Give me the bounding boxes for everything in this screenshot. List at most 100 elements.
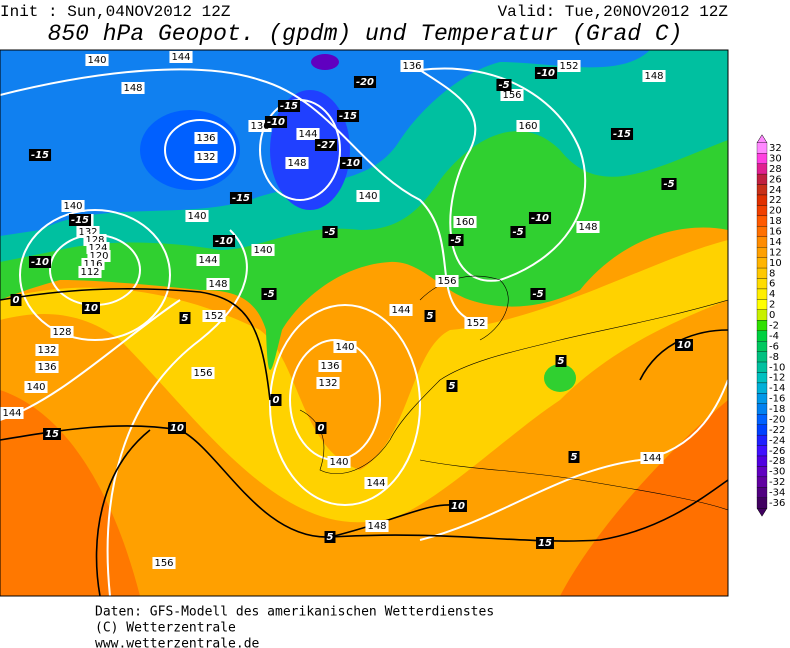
temperature-label-box: [536, 537, 554, 549]
temperature-label-box: [530, 288, 546, 300]
geopotential-label-box: [365, 520, 389, 532]
geopotential-label-group: 136: [194, 132, 218, 144]
colorbar-label: -16: [769, 394, 785, 405]
geopotential-label: 144: [642, 453, 661, 464]
temperature-label-group: -15: [28, 149, 52, 161]
colorbar-label: -6: [769, 341, 779, 352]
geopotential-label-group: 156: [435, 275, 459, 287]
geopotential-label-group: 148: [365, 520, 389, 532]
colorbar-label: -30: [769, 467, 785, 478]
temperature-label: -10: [215, 236, 233, 247]
geopotential-label-group: 128: [50, 326, 74, 338]
colorbar-label: 18: [769, 216, 782, 227]
colorbar-label: 28: [769, 164, 782, 175]
geopotential-label-group: 132: [316, 377, 340, 389]
colorbar-label: -2: [769, 321, 779, 332]
geopotential-label: 148: [367, 521, 386, 532]
temperature-label-group: 5: [424, 310, 436, 322]
geopotential-label-box: [61, 200, 85, 212]
temperature-label: -5: [532, 289, 543, 300]
colorbar-box: [756, 466, 768, 478]
temperature-label-box: [314, 139, 338, 151]
temperature-label-group: 5: [555, 355, 567, 367]
colorbar-box: [756, 393, 768, 404]
colorbar-box: [756, 382, 768, 394]
temperature-label-box: [675, 339, 693, 351]
temperature-label: 5: [571, 452, 578, 463]
temperature-label-group: -5: [496, 79, 512, 91]
temperature-label-box: [339, 157, 363, 169]
init-time: Init : Sun,04NOV2012 12Z: [0, 3, 231, 21]
geopotential-label: 140: [87, 55, 106, 66]
temperature-label-group: -5: [661, 178, 677, 190]
temperature-label: -10: [531, 213, 549, 224]
temperature-label: -5: [450, 235, 461, 246]
geopotential-label-group: 140: [61, 200, 85, 212]
temperature-label: 15: [45, 429, 59, 440]
temperature-label: -5: [263, 289, 274, 300]
temperature-label-box: [168, 422, 186, 434]
mild-region: [0, 240, 728, 523]
geopotential-label: 136: [402, 61, 421, 72]
geopotential-label-box: [169, 51, 193, 63]
colorbar-label: 12: [769, 247, 782, 258]
colorbar-box: [756, 288, 768, 300]
temperature-label: -27: [317, 140, 335, 151]
geopotential-label: 148: [578, 222, 597, 233]
geopotential-label-box: [121, 82, 145, 94]
geopotential-label-box: [316, 377, 340, 389]
geopotential-label: 136: [37, 362, 56, 373]
temperature-label-box: [212, 235, 236, 247]
title: 850 hPa Geopot. (gpdm) und Temperatur (G…: [48, 21, 683, 47]
colorbar-box: [756, 173, 768, 185]
colorbar-label: 20: [769, 206, 782, 217]
geopotential-label: 160: [455, 217, 474, 228]
temperature-label-box: [261, 288, 277, 300]
temperature-label: 10: [170, 423, 184, 434]
geopotential-label-group: 112: [78, 266, 102, 278]
temperature-label-box: [568, 451, 580, 463]
geopotential-label-box: [78, 266, 102, 278]
geopotential-label-group: 148: [576, 221, 600, 233]
geopotential-label: 144: [391, 305, 410, 316]
geopotential-label-group: 148: [285, 157, 309, 169]
colorbar-label: -12: [769, 373, 785, 384]
geopotential-label-box: [435, 275, 459, 287]
geopotential-label: 152: [466, 318, 485, 329]
colorbar-label: -4: [769, 331, 779, 342]
geopotential-label-box: [24, 381, 48, 393]
temperature-label: 5: [182, 313, 189, 324]
geopotential-label-box: [516, 120, 540, 132]
temperature-label: -20: [356, 77, 374, 88]
warm-region: [0, 390, 140, 596]
temperature-label-box: [555, 355, 567, 367]
temperature-label-group: -10: [212, 235, 236, 247]
geopotential-label: 160: [518, 121, 537, 132]
geopotential-label: 140: [358, 191, 377, 202]
geopotential-label-group: 152: [557, 60, 581, 72]
colorbar-label: 24: [769, 185, 782, 196]
temperature-label-group: -15: [229, 192, 253, 204]
geopotential-label: 128: [52, 327, 71, 338]
colorbar-box: [756, 403, 768, 415]
geopotential-label-box: [251, 244, 275, 256]
geopotential-label: 148: [208, 279, 227, 290]
temperature-label: -15: [232, 193, 250, 204]
geopotential-label-group: 136: [35, 361, 59, 373]
geopotential-label: 136: [196, 133, 215, 144]
temperature-label: -5: [663, 179, 674, 190]
colorbar-label: -10: [769, 362, 785, 373]
colorbar-label: -36: [769, 498, 785, 509]
temperature-label: -15: [339, 111, 357, 122]
geopotential-label: 148: [287, 158, 306, 169]
temperature-label: -15: [613, 129, 631, 140]
geopotential-label-group: 144: [0, 407, 24, 419]
colorbar-label: 8: [769, 268, 775, 279]
temperature-label-box: [264, 116, 288, 128]
temperature-label-group: 0: [315, 422, 327, 434]
temperature-label-box: [424, 310, 436, 322]
temperature-label-group: -27: [314, 139, 338, 151]
geopotential-label-group: 144: [296, 128, 320, 140]
